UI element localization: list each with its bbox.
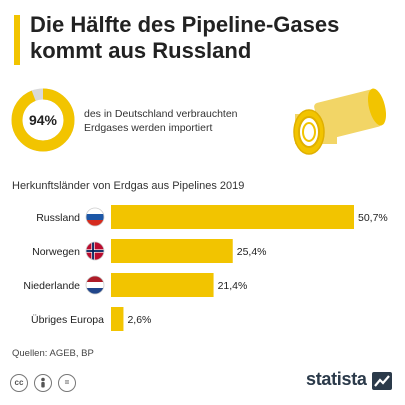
- donut-chart: [11, 88, 75, 152]
- person-icon[interactable]: [34, 374, 52, 392]
- bar: [111, 307, 124, 331]
- data-label: 2,6%: [127, 314, 151, 326]
- source-note: Quellen: AGEB, BP: [12, 348, 94, 359]
- title-accent-bar: [14, 15, 20, 65]
- category-label: Niederlande: [23, 280, 80, 292]
- category-label: Russland: [36, 212, 80, 224]
- pipeline-icon: [293, 88, 387, 155]
- bar: [111, 205, 354, 229]
- statista-logo-text[interactable]: statista: [306, 369, 367, 389]
- russia-flag-icon: [85, 207, 105, 227]
- bar: [111, 239, 233, 263]
- donut-value-label: 94%: [28, 112, 58, 128]
- data-label: 21,4%: [218, 280, 248, 292]
- data-label: 50,7%: [358, 212, 388, 224]
- chart-title: Herkunftsländer von Erdgas aus Pipelines…: [12, 180, 245, 192]
- netherlands-flag-icon: [85, 275, 105, 295]
- bar: [111, 273, 214, 297]
- cc-icon[interactable]: cc: [10, 374, 28, 392]
- category-label: Norwegen: [32, 246, 80, 258]
- kpi-description: des in Deutschland verbrauchten Erdgases…: [84, 108, 238, 134]
- norway-flag-icon: [85, 241, 105, 261]
- statista-logo-icon[interactable]: [372, 372, 392, 390]
- category-label: Übriges Europa: [31, 314, 104, 326]
- donut-value-arc: [11, 88, 75, 152]
- equals-icon[interactable]: =: [58, 374, 76, 392]
- page-title: Die Hälfte des Pipeline-Gases kommt aus …: [30, 12, 340, 63]
- data-label: 25,4%: [237, 246, 267, 258]
- import-share-donut: 94%: [10, 87, 76, 153]
- license-icons: cc =: [10, 374, 76, 392]
- bar-chart: Russland 50,7% Norwegen 25,4% Niederlande 21,…: [23, 205, 388, 331]
